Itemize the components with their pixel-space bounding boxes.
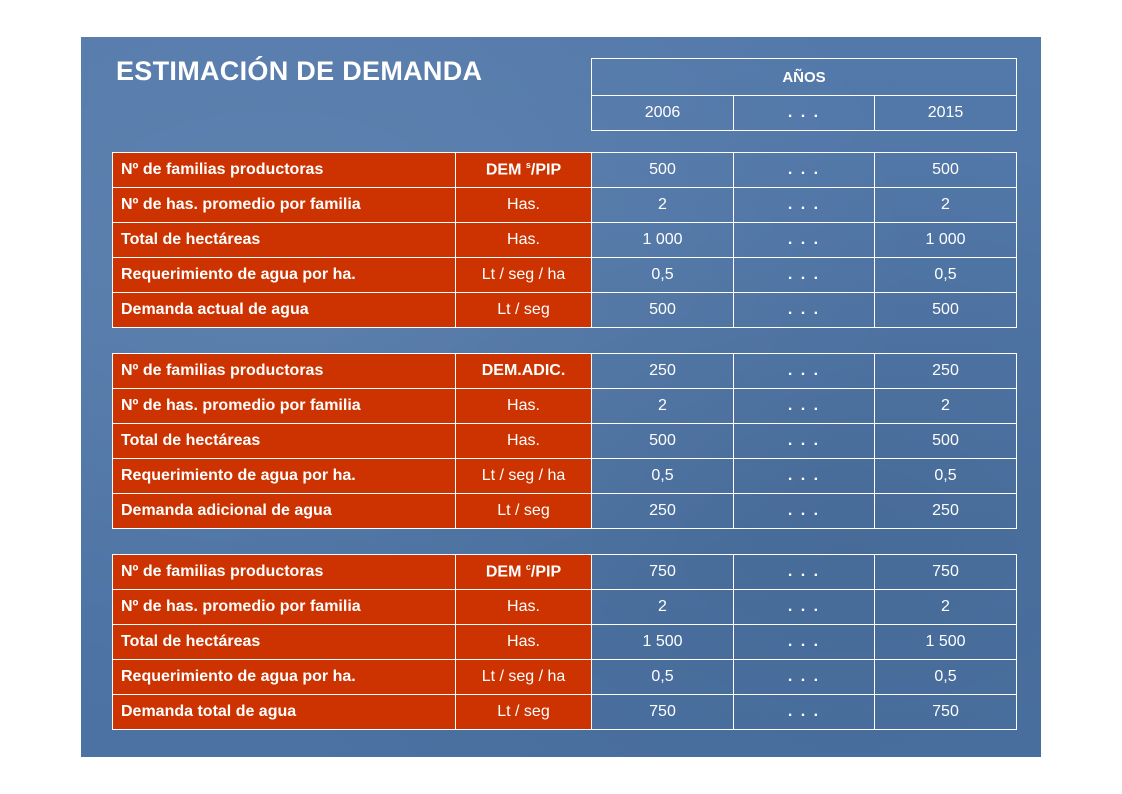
table-row: Total de hectáreas Has. 1 000 . . . 1 00…	[112, 222, 1017, 258]
value-ellipsis: . . .	[733, 423, 875, 459]
value-2006: 250	[591, 493, 734, 529]
value-2015: 750	[874, 694, 1017, 730]
value-2015: 500	[874, 423, 1017, 459]
value-ellipsis: . . .	[733, 292, 875, 328]
row-label: Requerimiento de agua por ha.	[112, 257, 456, 293]
value-2006: 750	[591, 694, 734, 730]
value-2015: 0,5	[874, 458, 1017, 494]
value-ellipsis: . . .	[733, 353, 875, 389]
value-2006: 500	[591, 423, 734, 459]
demand-table-without-project: Nº de familias productoras DEM s/PIP 500…	[112, 152, 1017, 328]
row-label: Demanda actual de agua	[112, 292, 456, 328]
row-unit: Lt / seg	[455, 493, 592, 529]
value-2015: 500	[874, 292, 1017, 328]
row-unit: Lt / seg / ha	[455, 458, 592, 494]
row-label: Nº de has. promedio por familia	[112, 589, 456, 625]
demand-table-with-project: Nº de familias productoras DEM c/PIP 750…	[112, 554, 1017, 730]
value-ellipsis: . . .	[733, 257, 875, 293]
row-unit: DEM c/PIP	[455, 554, 592, 590]
row-unit: DEM s/PIP	[455, 152, 592, 188]
row-label: Total de hectáreas	[112, 624, 456, 660]
row-unit: Lt / seg	[455, 694, 592, 730]
row-unit: DEM.ADIC.	[455, 353, 592, 389]
value-2006: 0,5	[591, 458, 734, 494]
row-label: Requerimiento de agua por ha.	[112, 458, 456, 494]
table-row: Demanda adicional de agua Lt / seg 250 .…	[112, 493, 1017, 529]
row-unit: Lt / seg / ha	[455, 257, 592, 293]
value-2015: 0,5	[874, 257, 1017, 293]
value-2006: 500	[591, 152, 734, 188]
year-ellipsis: . . .	[733, 95, 875, 131]
row-label: Nº de has. promedio por familia	[112, 388, 456, 424]
value-2006: 1 000	[591, 222, 734, 258]
table-row: Demanda total de agua Lt / seg 750 . . .…	[112, 694, 1017, 730]
years-header: AÑOS	[591, 58, 1017, 96]
row-unit: Has.	[455, 624, 592, 660]
row-label: Requerimiento de agua por ha.	[112, 659, 456, 695]
value-2015: 250	[874, 493, 1017, 529]
value-2015: 1 500	[874, 624, 1017, 660]
row-unit: Has.	[455, 423, 592, 459]
table-row: Demanda actual de agua Lt / seg 500 . . …	[112, 292, 1017, 328]
value-2015: 500	[874, 152, 1017, 188]
table-row: Nº de familias productoras DEM c/PIP 750…	[112, 554, 1017, 590]
value-ellipsis: . . .	[733, 659, 875, 695]
row-unit: Lt / seg / ha	[455, 659, 592, 695]
value-2006: 0,5	[591, 659, 734, 695]
row-unit: Has.	[455, 222, 592, 258]
value-ellipsis: . . .	[733, 388, 875, 424]
table-row: Total de hectáreas Has. 1 500 . . . 1 50…	[112, 624, 1017, 660]
table-row: Requerimiento de agua por ha. Lt / seg /…	[112, 257, 1017, 293]
table-row: Nº de has. promedio por familia Has. 2 .…	[112, 589, 1017, 625]
value-2006: 1 500	[591, 624, 734, 660]
value-ellipsis: . . .	[733, 493, 875, 529]
value-2006: 2	[591, 589, 734, 625]
row-unit: Has.	[455, 388, 592, 424]
value-2015: 750	[874, 554, 1017, 590]
row-label: Demanda adicional de agua	[112, 493, 456, 529]
year-start: 2006	[591, 95, 734, 131]
row-unit: Has.	[455, 589, 592, 625]
row-label: Demanda total de agua	[112, 694, 456, 730]
value-2006: 0,5	[591, 257, 734, 293]
value-2015: 0,5	[874, 659, 1017, 695]
value-ellipsis: . . .	[733, 222, 875, 258]
value-2015: 2	[874, 187, 1017, 223]
table-row: Requerimiento de agua por ha. Lt / seg /…	[112, 458, 1017, 494]
value-2015: 1 000	[874, 222, 1017, 258]
row-label: Total de hectáreas	[112, 222, 456, 258]
row-unit: Lt / seg	[455, 292, 592, 328]
value-2006: 500	[591, 292, 734, 328]
value-2015: 250	[874, 353, 1017, 389]
value-ellipsis: . . .	[733, 458, 875, 494]
table-row: Nº de has. promedio por familia Has. 2 .…	[112, 187, 1017, 223]
table-row: Requerimiento de agua por ha. Lt / seg /…	[112, 659, 1017, 695]
value-ellipsis: . . .	[733, 589, 875, 625]
row-label: Nº de familias productoras	[112, 353, 456, 389]
value-2015: 2	[874, 589, 1017, 625]
row-unit: Has.	[455, 187, 592, 223]
demand-table-additional: Nº de familias productoras DEM.ADIC. 250…	[112, 353, 1017, 529]
value-ellipsis: . . .	[733, 624, 875, 660]
year-end: 2015	[874, 95, 1017, 131]
table-row: Nº de familias productoras DEM s/PIP 500…	[112, 152, 1017, 188]
value-2006: 750	[591, 554, 734, 590]
value-2006: 2	[591, 187, 734, 223]
value-ellipsis: . . .	[733, 694, 875, 730]
row-label: Nº de has. promedio por familia	[112, 187, 456, 223]
row-label: Total de hectáreas	[112, 423, 456, 459]
row-label: Nº de familias productoras	[112, 152, 456, 188]
row-label: Nº de familias productoras	[112, 554, 456, 590]
years-header-table: AÑOS 2006 . . . 2015	[591, 58, 1017, 131]
value-ellipsis: . . .	[733, 554, 875, 590]
page-title: ESTIMACIÓN DE DEMANDA	[116, 56, 483, 86]
value-2015: 2	[874, 388, 1017, 424]
table-row: Nº de familias productoras DEM.ADIC. 250…	[112, 353, 1017, 389]
value-ellipsis: . . .	[733, 187, 875, 223]
table-row: Total de hectáreas Has. 500 . . . 500	[112, 423, 1017, 459]
value-2006: 250	[591, 353, 734, 389]
table-row: Nº de has. promedio por familia Has. 2 .…	[112, 388, 1017, 424]
value-ellipsis: . . .	[733, 152, 875, 188]
value-2006: 2	[591, 388, 734, 424]
